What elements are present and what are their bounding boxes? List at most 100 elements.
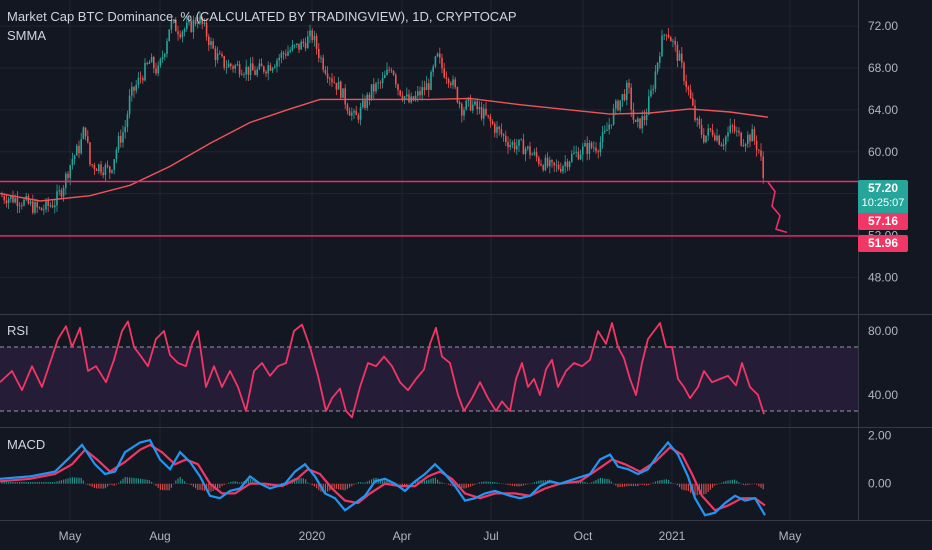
candle-body (223, 56, 225, 68)
candle-body (388, 69, 390, 71)
candle-body (384, 74, 386, 78)
candle-body (285, 54, 287, 56)
candle-body (632, 109, 635, 120)
candle-body (474, 101, 476, 105)
candle-body (238, 64, 241, 75)
price-tick-label-5: 68.00 (868, 61, 898, 75)
macd-histogram-bar (426, 480, 428, 484)
macd-histogram-bar (681, 483, 683, 490)
macd-histogram-bar (509, 483, 511, 486)
candle-body (252, 63, 254, 71)
candle-body (43, 209, 45, 211)
rsi-indicator-label[interactable]: RSI (7, 323, 29, 338)
time-tick-label-3: Apr (393, 529, 412, 543)
candle-body (318, 48, 320, 59)
candle-body (630, 87, 632, 110)
candle-body (276, 60, 278, 67)
candle-body (659, 56, 661, 63)
candle-body (502, 134, 505, 136)
candle-body (353, 110, 355, 113)
macd-histogram-bar (142, 479, 144, 484)
candle-body (135, 84, 137, 91)
candle-body (370, 84, 373, 99)
macd-histogram-bar (610, 481, 612, 484)
macd-histogram-bar (668, 479, 670, 484)
macd-histogram-bar (82, 480, 84, 484)
candle-body (236, 64, 239, 66)
macd-histogram-bar (236, 481, 238, 484)
candle-body (531, 154, 533, 156)
macd-histogram-bar (707, 483, 709, 492)
candle-body (10, 195, 12, 199)
candle-body (324, 69, 327, 74)
candle-body (214, 48, 217, 61)
forecast-path (767, 181, 788, 234)
candle-body (652, 88, 654, 91)
candle-body (472, 104, 474, 111)
candle-body (491, 121, 494, 124)
candle-body (23, 199, 25, 206)
candle-body (452, 79, 454, 86)
candle-body (175, 19, 177, 32)
candle-body (650, 90, 652, 97)
macd-histogram-bar (247, 479, 249, 484)
candle-body (465, 100, 467, 110)
macd-histogram-bar (483, 481, 485, 484)
candle-body (500, 129, 503, 135)
candle-body (604, 130, 606, 133)
macd-histogram-bar (648, 483, 650, 486)
smma-indicator-label[interactable]: SMMA (7, 28, 46, 43)
macd-histogram-bar (582, 481, 584, 484)
candle-body (234, 65, 236, 69)
macd-histogram-bar (10, 481, 12, 484)
macd-histogram-bar (386, 480, 388, 484)
countdown-timer: 10:25:07 (861, 197, 905, 209)
candle-body (302, 41, 305, 44)
macd-histogram-bar (632, 483, 634, 487)
candle-body (7, 198, 10, 204)
macd-histogram-bar (221, 483, 223, 487)
candle-body (509, 144, 511, 148)
macd-histogram-bar (195, 483, 197, 489)
candle-body (546, 157, 549, 167)
macd-histogram-bar (346, 483, 348, 489)
candle-body (656, 62, 659, 72)
macd-histogram-bar (384, 480, 386, 484)
macd-histogram-bar (580, 481, 582, 484)
candle-body (615, 100, 617, 109)
macd-histogram-bar (619, 483, 621, 488)
macd-histogram-bar (434, 477, 436, 484)
candle-body (758, 149, 760, 151)
candle-body (619, 100, 621, 111)
macd-histogram-bar (604, 478, 606, 484)
macd-histogram-bar (170, 483, 172, 488)
macd-histogram-bar (694, 483, 696, 497)
macd-histogram-bar (749, 483, 751, 485)
macd-histogram-bar (232, 481, 234, 484)
candle-body (95, 169, 98, 172)
candle-body (115, 149, 118, 160)
candle-body (51, 205, 54, 208)
macd-histogram-bar (687, 483, 689, 492)
macd-histogram-bar (201, 483, 203, 491)
macd-histogram-bar (349, 483, 351, 488)
macd-indicator-label[interactable]: MACD (7, 437, 46, 452)
candle-body (562, 165, 564, 172)
macd-histogram-bar (333, 483, 335, 489)
candle-body (428, 83, 430, 90)
macd-histogram-bar (445, 483, 447, 485)
macd-histogram-bar (518, 483, 520, 487)
macd-histogram-bar (729, 480, 731, 484)
candle-body (271, 67, 274, 71)
macd-histogram-bar (659, 480, 661, 484)
candle-body (689, 89, 692, 99)
candle-body (289, 50, 291, 52)
macd-histogram-bar (448, 483, 450, 485)
candle-body (738, 130, 740, 133)
candle-body (146, 62, 148, 64)
candle-body (148, 62, 151, 64)
candle-body (406, 94, 408, 97)
macd-histogram-bar (217, 483, 219, 490)
candle-body (529, 146, 531, 156)
candle-body (3, 196, 5, 201)
